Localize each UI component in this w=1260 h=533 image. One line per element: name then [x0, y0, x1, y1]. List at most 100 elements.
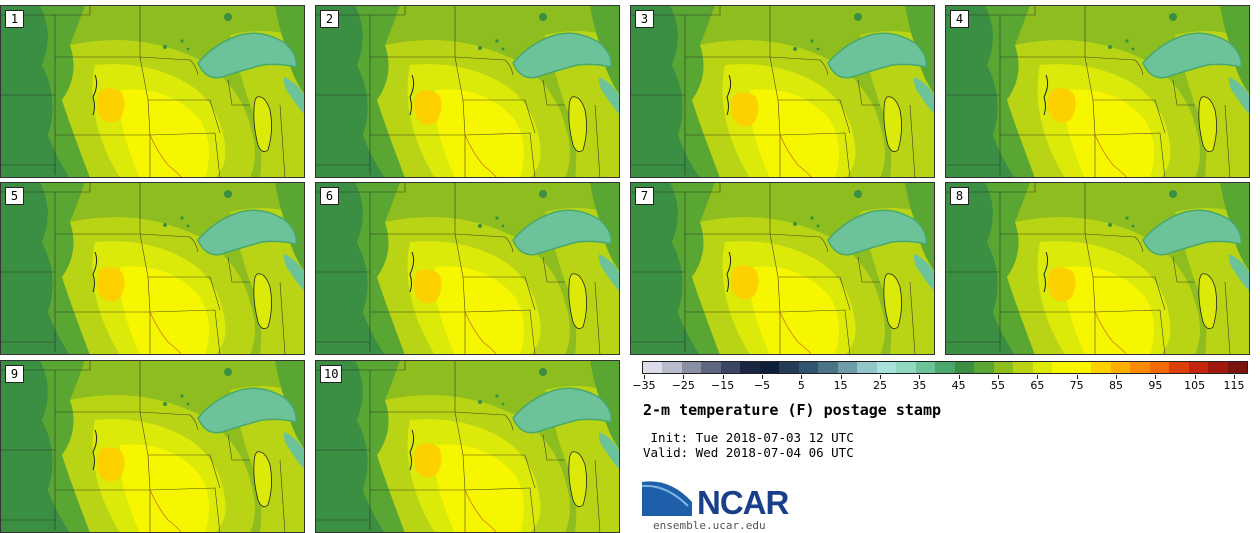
colorbar-swatch [1130, 362, 1150, 373]
temperature-map [0, 182, 305, 355]
colorbar-tick-mark [998, 375, 999, 379]
colorbar-tick-mark [722, 375, 724, 379]
colorbar-tick-label: 75 [1069, 379, 1084, 392]
temperature-map [315, 5, 620, 178]
member-stamp[interactable]: 7 [630, 182, 935, 355]
temperature-map [630, 5, 935, 178]
colorbar-swatch [681, 362, 702, 373]
colorbar-swatch [701, 362, 721, 373]
colorbar-swatch [1169, 362, 1189, 373]
temperature-map [0, 360, 305, 533]
temperature-map [0, 5, 305, 178]
colorbar-tick-label: 5 [797, 379, 805, 392]
colorbar-tick-mark [840, 375, 842, 379]
colorbar-tick-mark [919, 375, 921, 379]
colorbar-tick-label: 15 [833, 379, 848, 392]
colorbar-swatch [1091, 362, 1111, 373]
member-label: 2 [320, 10, 339, 28]
member-stamp[interactable]: 5 [0, 182, 305, 355]
colorbar-tick-label: 55 [991, 379, 1005, 392]
colorbar-tick-label: 85 [1109, 379, 1123, 392]
colorbar-swatch [740, 362, 760, 373]
member-label: 8 [950, 187, 969, 205]
init-time: Init: Tue 2018-07-03 12 UTC [643, 430, 854, 445]
ncar-logo-text: NCAR [697, 484, 789, 521]
colorbar-swatch [1013, 362, 1033, 373]
colorbar-tick-mark [644, 375, 645, 379]
member-stamp[interactable]: 4 [945, 5, 1250, 178]
member-label: 5 [5, 187, 24, 205]
colorbar-swatch [1149, 362, 1170, 373]
colorbar-tick-label: 25 [873, 379, 887, 392]
colorbar-swatch [857, 362, 877, 373]
colorbar-swatch [1188, 362, 1209, 373]
colorbar-swatch [1110, 362, 1131, 373]
member-stamp[interactable]: 9 [0, 360, 305, 533]
colorbar-tick-label: −35 [632, 379, 656, 392]
temperature-map [945, 182, 1250, 355]
colorbar-swatch [779, 362, 799, 373]
member-stamp[interactable]: 2 [315, 5, 620, 178]
ncar-logo-icon [642, 478, 693, 516]
temperature-map [315, 360, 620, 533]
colorbar-tick-mark [880, 375, 881, 379]
colorbar [642, 361, 1248, 374]
colorbar-tick-label: −25 [671, 379, 695, 392]
colorbar-tick-mark [1116, 375, 1117, 379]
colorbar-swatch [915, 362, 936, 373]
colorbar-tick-label: 105 [1184, 379, 1206, 392]
colorbar-swatch [935, 362, 955, 373]
colorbar-swatch [837, 362, 858, 373]
colorbar-swatch [1032, 362, 1053, 373]
colorbar-swatch [643, 362, 663, 373]
colorbar-tick-label: −15 [711, 379, 735, 392]
colorbar-swatch [876, 362, 897, 373]
member-stamp[interactable]: 3 [630, 5, 935, 178]
member-stamp[interactable]: 8 [945, 182, 1250, 355]
colorbar-swatch [720, 362, 741, 373]
colorbar-tick-mark [1155, 375, 1157, 379]
colorbar-tick-mark [762, 375, 763, 379]
colorbar-tick-mark [801, 375, 803, 379]
colorbar-swatch [1052, 362, 1072, 373]
colorbar-tick-label: 35 [912, 379, 927, 392]
member-stamp[interactable]: 6 [315, 182, 620, 355]
colorbar-tick-label: 95 [1148, 379, 1163, 392]
colorbar-tick-mark [1234, 375, 1235, 379]
colorbar-tick-mark [1037, 375, 1039, 379]
site-url[interactable]: ensemble.ucar.edu [653, 519, 766, 532]
member-label: 1 [5, 10, 24, 28]
colorbar-tick-label: 65 [1030, 379, 1045, 392]
colorbar-tick-label: −5 [753, 379, 771, 392]
temperature-map [315, 182, 620, 355]
colorbar-swatch [798, 362, 819, 373]
member-stamp[interactable]: 10 [315, 360, 620, 533]
colorbar-ticks: −35 −25 −15 −5 5 15 25 35 45 55 65 75 85 95 105 115 [632, 375, 1248, 392]
colorbar-tick-mark [1194, 375, 1196, 379]
colorbar-tick-mark [1076, 375, 1078, 379]
colorbar-swatch [1208, 362, 1228, 373]
colorbar-swatch [954, 362, 975, 373]
member-label: 3 [635, 10, 654, 28]
colorbar-tick-mark [683, 375, 685, 379]
colorbar-swatch [662, 362, 682, 373]
colorbar-swatch [896, 362, 916, 373]
colorbar-swatch [993, 362, 1014, 373]
member-stamp[interactable]: 1 [0, 5, 305, 178]
member-label: 6 [320, 187, 339, 205]
colorbar-swatch [818, 362, 838, 373]
colorbar-tick-label: 45 [951, 379, 966, 392]
colorbar-tick-label: 115 [1223, 379, 1245, 392]
figure-title: 2-m temperature (F) postage stamp [643, 401, 942, 419]
colorbar-tick-mark [958, 375, 960, 379]
temperature-map [630, 182, 935, 355]
member-label: 9 [5, 365, 24, 383]
member-label: 4 [950, 10, 969, 28]
colorbar-swatch [1071, 362, 1092, 373]
member-label: 10 [320, 365, 343, 383]
temperature-map [945, 5, 1250, 178]
init-time-text: Init: Tue 2018-07-03 12 UTC [650, 430, 854, 445]
colorbar-swatch [759, 362, 780, 373]
colorbar-swatch [1227, 362, 1248, 373]
valid-time: Valid: Wed 2018-07-04 06 UTC [643, 445, 854, 460]
